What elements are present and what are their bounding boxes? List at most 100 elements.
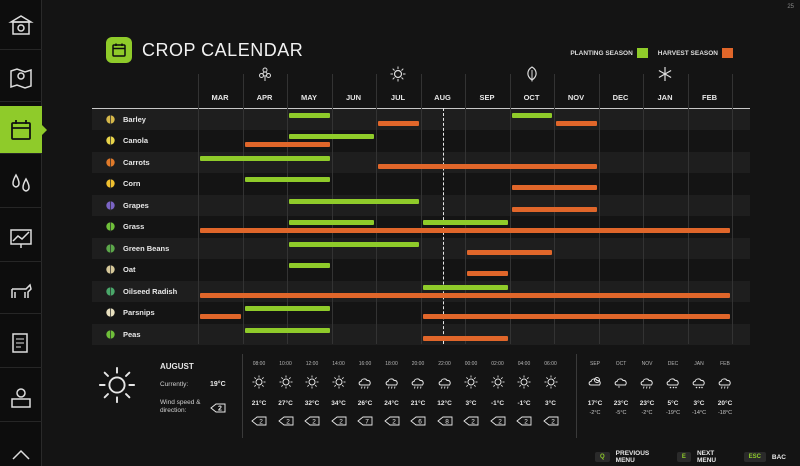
sidebar-finances-button[interactable] (0, 2, 42, 50)
sidebar-animals-button[interactable] (0, 266, 42, 314)
forecast-time: 06:00 (544, 361, 557, 367)
sidebar-more-button[interactable] (0, 428, 42, 466)
forecast-temperature: 12°C (437, 400, 452, 407)
footer-bac-button[interactable]: ESC BAC (743, 452, 786, 462)
month-label: MAY (301, 93, 317, 102)
planting-season-label: PLANTING SEASON (570, 49, 633, 57)
forecast-time: 00:00 (464, 361, 478, 367)
grid-line (242, 74, 244, 344)
planting-season-bar (289, 220, 374, 226)
forecast-time: 02:00 (491, 361, 504, 367)
wind-speed: 2 (392, 418, 396, 425)
forecast-temperature: 34°C (331, 400, 346, 407)
harvest-season-bar (200, 228, 730, 234)
grid-line (732, 74, 733, 344)
footer-next-menu-button[interactable]: E NEXT MENU (676, 450, 730, 464)
sidebar-weather-button[interactable] (0, 160, 42, 208)
forecast-low: -5°C (615, 410, 627, 416)
rain-cloud-icon (640, 378, 653, 389)
harvest-season-bar (467, 271, 508, 277)
sidebar-price-chart-button[interactable] (0, 214, 42, 262)
grid-line (376, 74, 377, 344)
sidebar-contracts-button[interactable] (0, 320, 42, 368)
currently-value: 19°C (210, 381, 226, 388)
snow-cloud-icon (692, 378, 705, 389)
wind-speed: 2 (524, 418, 528, 425)
wind-direction-icon: 2 (489, 416, 505, 426)
forecast-high: 20°C (717, 400, 733, 407)
footer-label: NEXT MENU (696, 450, 717, 464)
forecast-time: 20:00 (411, 361, 425, 367)
wind-direction-icon: 2 (330, 416, 346, 426)
rain-cloud-icon (718, 378, 731, 389)
crop-name: Canola (123, 136, 149, 146)
sidebar-map-button[interactable] (0, 54, 42, 102)
rain-cloud-icon (411, 378, 424, 389)
footer-previous-menu-button[interactable]: Q PREVIOUS MENU (595, 450, 663, 464)
map-icon (10, 67, 32, 89)
planting-season-bar (244, 327, 330, 333)
month-label: MAR (211, 93, 229, 102)
forecast-low: -18°C (717, 410, 733, 416)
forecast-time: 04:00 (517, 361, 531, 367)
forecast-month: OCT (615, 361, 627, 367)
grid-line (687, 74, 689, 344)
grid-line (509, 74, 511, 344)
forecast-temperature: 3°C (465, 400, 477, 407)
month-label: SEP (479, 93, 495, 102)
forecast-high: 23°C (613, 400, 629, 407)
forecast-time: 12:00 (305, 361, 319, 367)
wind-value: 2 (218, 406, 222, 413)
sidebar-calendar-button[interactable] (0, 106, 42, 154)
rain-cloud-icon (438, 378, 451, 389)
wind-speed: 2 (312, 418, 316, 425)
corner-number: 25 (787, 4, 794, 10)
cloud-icon (614, 378, 627, 388)
price-chart-icon (10, 228, 32, 248)
weather-month: AUGUST (160, 362, 194, 371)
wind-label: Wind speed & direction: (160, 399, 201, 414)
grid-line (287, 74, 288, 344)
forecast-high: 17°C (587, 400, 603, 407)
crop-row: Canola (92, 130, 750, 151)
forecast-time: 10:00 (279, 361, 292, 367)
sun-icon (305, 375, 319, 389)
crop-name: Peas (123, 329, 141, 339)
month-label: FEB (702, 93, 717, 102)
forecast-month: NOV (641, 361, 653, 367)
grapes-icon (106, 200, 115, 211)
crop-name: Oilseed Radish (123, 286, 178, 296)
grass-icon (106, 222, 115, 233)
spring-flower-icon (258, 67, 271, 81)
oat-icon (106, 264, 115, 276)
forecast-high: 5°C (667, 400, 679, 407)
planting-season-bar (200, 155, 330, 161)
harvest-season-bar (200, 314, 241, 320)
active-indicator (42, 125, 47, 135)
animals-icon (11, 283, 32, 298)
sun-icon (252, 375, 266, 389)
crop-row: Parsnips (92, 302, 750, 323)
forecast-low: -2°C (641, 410, 653, 416)
sun-icon (464, 375, 478, 389)
wind-direction-icon: 2 (251, 416, 267, 426)
harvest-season-label: HARVEST SEASON (657, 49, 718, 57)
harvest-season-bar (556, 121, 597, 126)
wind-speed: 2 (339, 418, 343, 425)
radish-icon (106, 286, 115, 297)
sun-icon (332, 375, 345, 389)
harvest-season-bar (467, 249, 552, 255)
planting-season-bar (289, 134, 374, 140)
forecast-month: SEP (589, 361, 600, 367)
planting-season-bar (289, 198, 419, 204)
forecast-temperature: 27°C (278, 400, 293, 407)
wind-direction-icon: 6 (410, 416, 426, 426)
wind-direction-icon: 7 (357, 416, 373, 426)
sidebar-production-button[interactable] (0, 374, 42, 422)
footer-bar: Q PREVIOUS MENU E NEXT MENU ESC BAC (595, 450, 800, 464)
calendar-icon (11, 119, 31, 140)
wind-speed: 2 (286, 418, 290, 425)
forecast-temperature: -1°C (490, 400, 505, 407)
wind-direction-icon: 2 (542, 416, 558, 426)
harvest-season-bar (511, 206, 597, 212)
